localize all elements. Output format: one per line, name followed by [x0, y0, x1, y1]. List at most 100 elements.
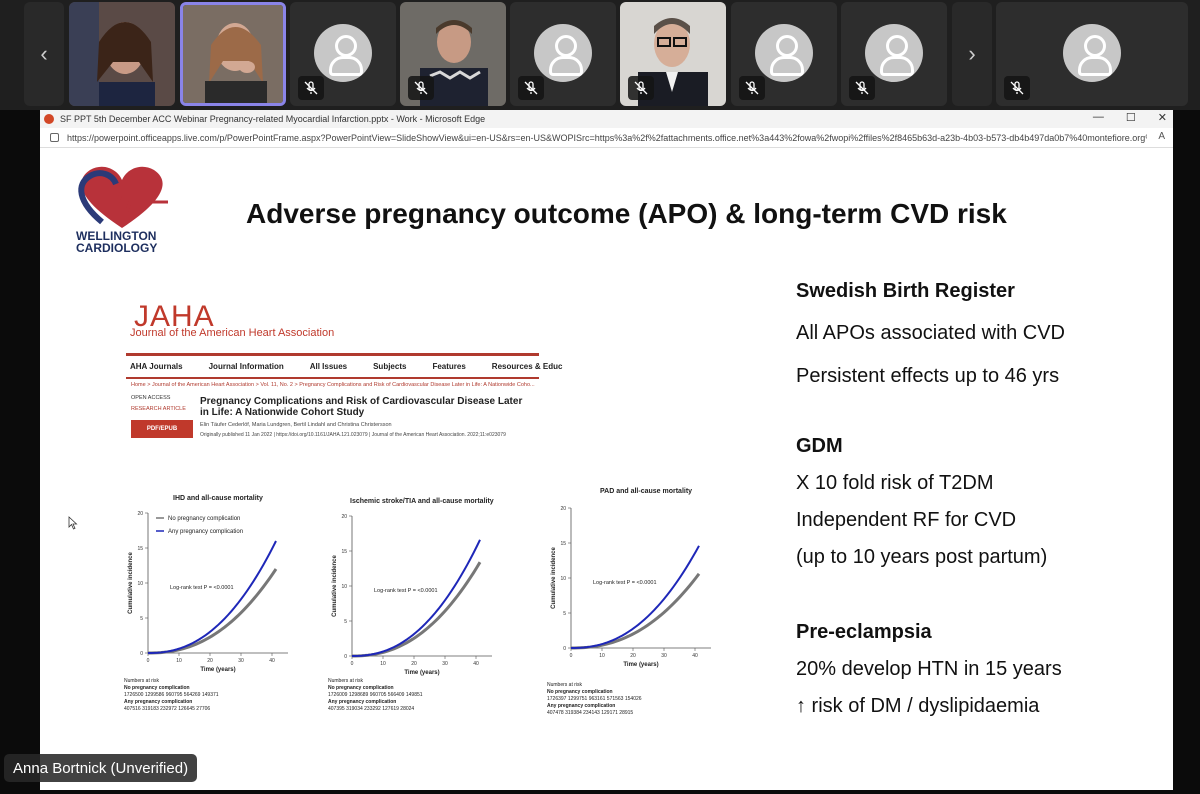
journal-nav-item: Journal Information	[208, 362, 284, 371]
maximize-button[interactable]: ☐	[1125, 112, 1136, 124]
risk-row: Any pregnancy complication	[328, 699, 397, 705]
mouse-cursor-icon	[68, 516, 78, 530]
preeclampsia-heading: Pre-eclampsia	[796, 621, 932, 643]
open-access-label: OPEN ACCESS	[131, 395, 171, 401]
x-tick-label: 40	[473, 661, 479, 667]
bullet-text: (up to 10 years post partum)	[796, 546, 1048, 568]
curve-any-complication	[351, 539, 481, 657]
bullet-text: Independent RF for CVD	[796, 509, 1017, 531]
mic-muted-icon	[408, 76, 434, 100]
pdf-epub-button: PDF/EPUB	[131, 420, 193, 438]
y-axis-label: Cumulative incidence	[332, 554, 338, 616]
gdm-heading: GDM	[796, 435, 843, 457]
km-plot-2: 0 5 10 15 20 0 10 20 30 40 Time (years) Cumulative …	[332, 514, 492, 676]
curve-any-complication	[570, 545, 700, 649]
y-tick-label: 20	[137, 511, 143, 517]
participant-tile-active-speaker[interactable]	[180, 2, 286, 106]
x-tick-label: 0	[570, 653, 573, 659]
risk-row: Numbers at risk	[547, 682, 583, 688]
y-tick-label: 5	[344, 619, 347, 625]
journal-nav-item: Resources & Educ	[491, 362, 563, 371]
participant-tile-avatar[interactable]	[510, 2, 616, 106]
url-text[interactable]: https://powerpoint.officeapps.live.com/p…	[67, 132, 1147, 143]
participant-tile-avatar[interactable]	[996, 2, 1188, 106]
y-tick-label: 15	[341, 549, 347, 555]
next-participants-button[interactable]: ›	[952, 2, 992, 106]
numbers-at-risk: Numbers at risk No pregnancy complication…	[328, 678, 423, 713]
minimize-button[interactable]: —	[1092, 111, 1104, 123]
risk-row: Numbers at risk	[124, 678, 160, 684]
x-tick-label: 0	[147, 658, 150, 664]
x-tick-label: 40	[269, 658, 275, 664]
risk-row: 407478 319384 234143 129171 28915	[547, 710, 634, 716]
address-bar[interactable]: https://powerpoint.officeapps.live.com/p…	[40, 128, 1173, 148]
logrank-label: Log-rank test P = <0.0001	[374, 588, 438, 594]
y-tick-label: 10	[560, 576, 566, 582]
speaker-name: Anna Bortnick (Unverified)	[13, 759, 189, 777]
participant-tile-video[interactable]	[620, 2, 726, 106]
y-axis-label: Cumulative incidence	[551, 546, 557, 608]
slide-title: Adverse pregnancy outcome (APO) & long-t…	[246, 198, 1007, 229]
bullet-text: All APOs associated with CVD	[796, 322, 1065, 344]
mic-muted-icon	[298, 76, 324, 100]
person-avatar-icon	[314, 24, 372, 82]
legend-label: No pregnancy complication	[168, 516, 240, 522]
x-tick-label: 30	[442, 661, 448, 667]
x-tick-label: 20	[411, 661, 417, 667]
person-avatar-icon	[1063, 24, 1121, 82]
y-tick-label: 10	[341, 584, 347, 590]
logrank-label: Log-rank test P = <0.0001	[593, 580, 657, 586]
article-published: Originally published 11 Jan 2022 | https…	[200, 432, 506, 438]
article-title: Pregnancy Complications and Risk of Card…	[200, 396, 523, 418]
journal-nav: AHA Journals Journal Information All Iss…	[126, 353, 563, 379]
risk-row: No pregnancy complication	[124, 685, 190, 691]
risk-row: Any pregnancy complication	[124, 699, 193, 705]
participant-strip: ‹	[0, 0, 1200, 110]
y-tick-label: 15	[137, 546, 143, 552]
y-tick-label: 10	[137, 581, 143, 587]
close-button[interactable]: ✕	[1157, 112, 1167, 124]
y-axis-label: Cumulative incidence	[128, 551, 134, 613]
chevron-left-icon: ‹	[40, 41, 48, 66]
journal-nav-item: Features	[432, 362, 466, 371]
speaker-name-badge: Anna Bortnick (Unverified)	[4, 754, 198, 782]
logrank-label: Log-rank test P = <0.0001	[170, 585, 234, 591]
journal-full-name: Journal of the American Heart Associatio…	[130, 327, 335, 339]
x-tick-label: 10	[599, 653, 605, 659]
y-tick-label: 5	[140, 616, 143, 622]
curve-any-complication	[147, 540, 277, 654]
x-axis-label: Time (years)	[404, 670, 439, 676]
y-tick-label: 0	[344, 654, 347, 660]
x-tick-label: 20	[630, 653, 636, 659]
x-tick-label: 30	[661, 653, 667, 659]
participant-tile-avatar[interactable]	[731, 2, 837, 106]
prev-participants-button[interactable]: ‹	[24, 2, 64, 106]
y-tick-label: 20	[560, 506, 566, 512]
participant-video-feed	[183, 5, 283, 103]
risk-row: 407516 319183 232972 126645 27706	[124, 706, 211, 712]
participant-tile-avatar[interactable]	[841, 2, 947, 106]
participant-tile-avatar[interactable]	[290, 2, 396, 106]
risk-row: No pregnancy complication	[547, 689, 613, 695]
participant-tile-video[interactable]	[400, 2, 506, 106]
km-plot-title: Ischemic stroke/TIA and all-cause mortal…	[350, 498, 494, 505]
y-tick-label: 20	[341, 514, 347, 520]
journal-name: JAHA	[134, 300, 215, 333]
read-aloud-icon[interactable]: A	[1158, 131, 1165, 142]
risk-row: Numbers at risk	[328, 678, 364, 684]
person-avatar-icon	[534, 24, 592, 82]
window-title: SF PPT 5th December ACC Webinar Pregnanc…	[60, 114, 486, 124]
logo-line2: CARDIOLOGY	[76, 241, 158, 255]
bullet-text: ↑ risk of DM / dyslipidaemia	[796, 695, 1040, 717]
numbers-at-risk: Numbers at risk No pregnancy complication…	[124, 678, 219, 713]
powerpoint-icon	[44, 114, 54, 124]
chevron-right-icon: ›	[968, 41, 976, 66]
mic-muted-icon	[1004, 76, 1030, 100]
bullet-text: 20% develop HTN in 15 years	[796, 658, 1062, 680]
participant-tile-video[interactable]	[69, 2, 175, 106]
article-authors: Elin Täufer Cederlöf, Maria Lundgren, Be…	[200, 422, 392, 428]
bullet-text: Persistent effects up to 46 yrs	[796, 365, 1060, 387]
mic-muted-icon	[739, 76, 765, 100]
lock-icon	[50, 133, 59, 142]
